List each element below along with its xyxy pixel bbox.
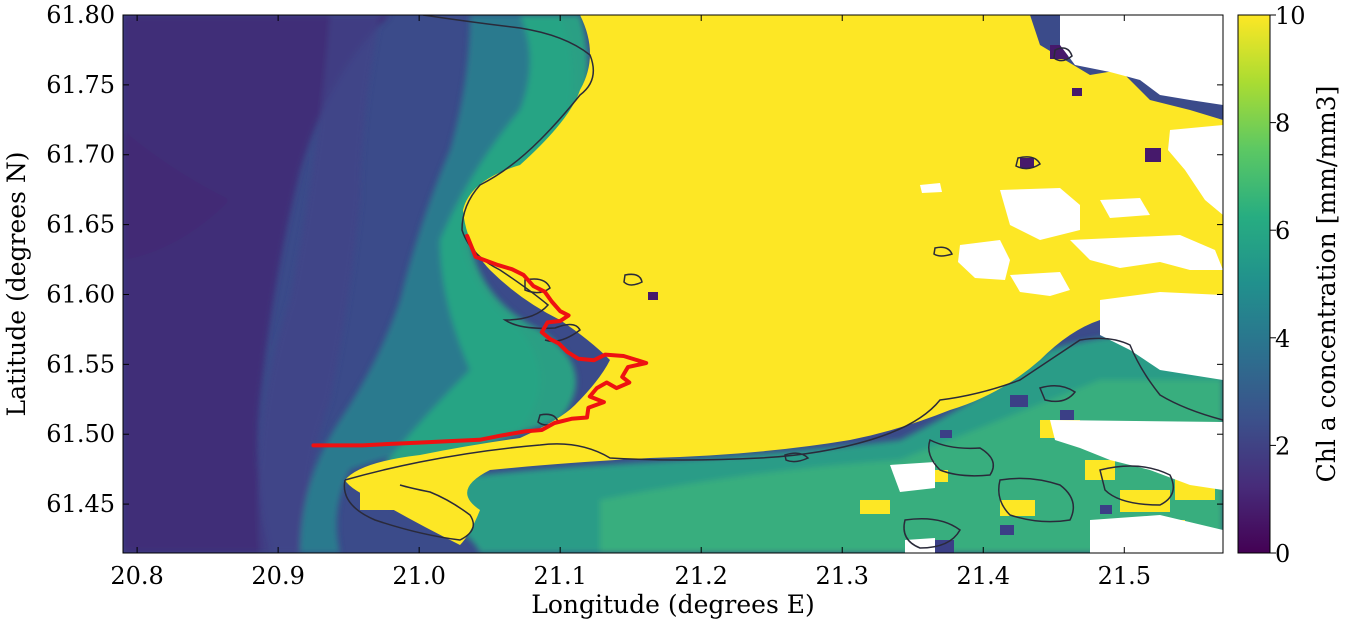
x-tick-label: 20.8 (110, 562, 163, 590)
red-track-line (311, 233, 649, 448)
y-tick-label: 61.80 (46, 1, 115, 29)
x-tick-label: 21.1 (533, 562, 586, 590)
x-axis-label: Longitude (degrees E) (531, 590, 815, 619)
x-tick-label: 21.4 (957, 562, 1010, 590)
y-tick-label: 61.60 (46, 280, 115, 308)
x-tick-label: 21.5 (1098, 562, 1151, 590)
colorbar-tick-label: 2 (1275, 432, 1290, 460)
x-axis-ticks: 20.8 20.9 21.0 21.1 21.2 21.3 21.4 21.5 (110, 15, 1151, 590)
y-tick-label: 61.45 (46, 490, 115, 518)
y-tick-label: 61.75 (46, 71, 115, 99)
y-tick-label: 61.50 (46, 420, 115, 448)
y-axis-ticks: 61.45 61.50 61.55 61.60 61.65 61.70 61.75 61.80 (46, 1, 1223, 518)
y-tick-label: 61.70 (46, 141, 115, 169)
colorbar: 0 2 4 6 8 10 Chl a concentration [mm/mm3] (1237, 2, 1341, 568)
colorbar-tick-label: 0 (1275, 540, 1290, 568)
colorbar-tick-label: 10 (1275, 2, 1306, 30)
no-data-regions (890, 15, 1223, 553)
colorbar-label: Chl a concentration [mm/mm3] (1312, 86, 1341, 483)
y-axis-label: Latitude (degrees N) (2, 152, 31, 417)
colorbar-tick-label: 8 (1275, 110, 1290, 138)
y-tick-label: 61.55 (46, 350, 115, 378)
x-tick-label: 20.9 (251, 562, 304, 590)
chlorophyll-heatmap (123, 15, 1223, 553)
x-tick-label: 21.0 (392, 562, 445, 590)
y-tick-label: 61.65 (46, 211, 115, 239)
colorbar-tick-label: 6 (1275, 217, 1290, 245)
colorbar-tick-label: 4 (1275, 325, 1290, 353)
x-tick-label: 21.3 (816, 562, 869, 590)
x-tick-label: 21.2 (674, 562, 727, 590)
colorbar-ticks: 0 2 4 6 8 10 (1270, 2, 1306, 568)
heatmap-plot-area (122, 14, 1224, 554)
colorbar-gradient (1237, 14, 1271, 554)
